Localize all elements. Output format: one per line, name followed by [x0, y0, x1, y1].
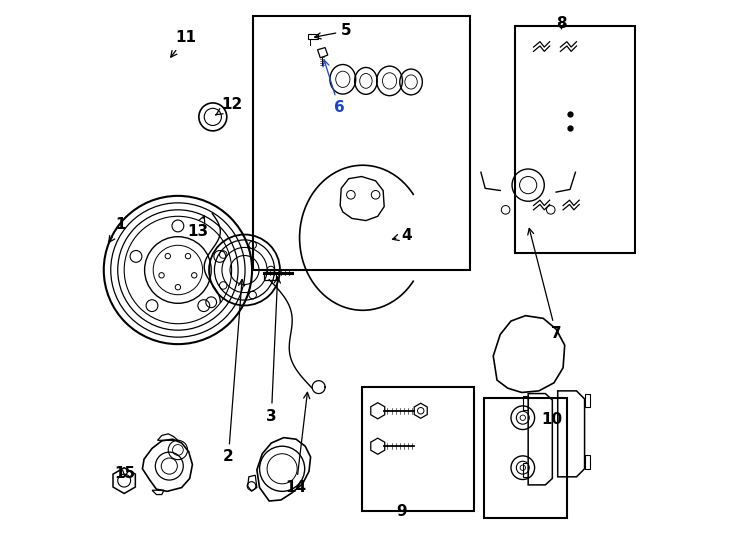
Bar	[584, 455, 590, 469]
Bar	[584, 394, 590, 407]
Bar	[264, 272, 276, 280]
Text: 1: 1	[109, 217, 126, 242]
Text: 5: 5	[315, 23, 352, 39]
Bar	[252, 16, 470, 270]
Text: 2: 2	[223, 280, 244, 464]
Text: 4: 4	[393, 227, 412, 242]
Bar	[523, 463, 528, 477]
Text: 12: 12	[216, 97, 242, 115]
Text: 10: 10	[542, 412, 563, 427]
Text: 11: 11	[171, 30, 196, 57]
Text: 3: 3	[266, 277, 280, 423]
Bar	[362, 387, 474, 511]
Text: 7: 7	[528, 228, 562, 341]
Bar	[484, 398, 567, 518]
Text: 14: 14	[286, 393, 310, 495]
Text: 13: 13	[187, 216, 208, 239]
Bar	[308, 33, 318, 39]
Text: 15: 15	[115, 465, 136, 481]
Bar	[515, 25, 634, 253]
Bar	[523, 396, 528, 410]
Text: 8: 8	[556, 16, 567, 31]
Text: 9: 9	[396, 504, 407, 519]
Text: 6: 6	[323, 60, 344, 115]
